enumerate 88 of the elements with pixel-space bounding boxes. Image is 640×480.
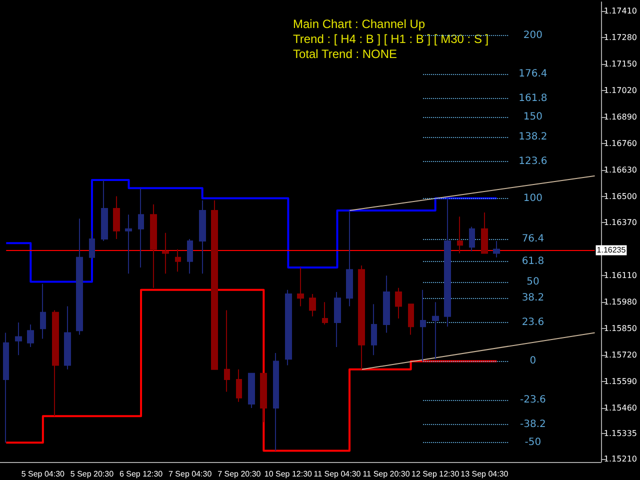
x-tick-label: 11 Sep 20:30 [362,470,410,478]
candlestick [273,352,279,452]
y-tick-label: 1.15850 [604,324,638,334]
candlestick [260,372,267,423]
annotation: Trend : [ H4 : B ] [ H1 : B ] [ M30 : S ] [293,32,489,46]
candlestick [3,332,9,444]
candlestick [150,204,157,288]
annotation: 50 [526,276,540,288]
candlestick [346,210,353,307]
candlestick [297,267,304,307]
annotation: 100 [523,192,542,204]
candlestick [64,306,71,370]
annotation: 150 [523,111,542,122]
candlestick [162,232,169,274]
candlestick [248,372,255,409]
candlestick [408,304,414,336]
candlestick [493,240,500,258]
y-tick-label: 1.17150 [604,59,638,68]
x-tick-label: 10 Sep 12:30 [264,470,313,478]
y-tick-label: 1.17280 [604,32,638,42]
candlestick [469,226,475,252]
candlestick [236,368,242,402]
candlestick [383,275,390,334]
candlestick [322,302,328,326]
annotation: 200 [523,30,542,41]
candlestick [444,198,451,328]
y-tick-label: 1.16630 [604,165,638,174]
x-tick-label: 5 Sep 04:30 [21,470,66,478]
annotation: -38.2 [520,418,546,430]
annotation: -50 [524,437,542,448]
candlestick [334,291,341,348]
annotation: 38.2 [522,292,544,304]
candlestick [211,200,218,370]
annotation: 138.2 [518,132,548,143]
y-tick-label: 1.17020 [604,86,638,95]
candlestick [432,302,439,360]
x-tick-label: 12 Sep 12:30 [412,470,460,478]
candlestick [113,196,120,240]
annotation: 176.4 [518,68,548,80]
candlestick [309,294,316,317]
y-tick-label: 1.16110 [604,271,638,280]
candlestick [199,200,206,274]
annotation: 161.8 [518,93,548,104]
x-tick-label: 13 Sep 04:30 [460,470,509,478]
candlestick [27,324,34,348]
annotation: 0 [530,356,536,367]
x-tick-label: 6 Sep 12:30 [119,470,164,478]
y-tick-label: 1.16500 [604,192,638,201]
candlestick [15,322,22,356]
x-tick-label: 11 Sep 04:30 [314,470,362,478]
y-tick-label: 1.15460 [604,404,638,413]
y-tick-label: 1.15590 [604,377,638,386]
annotation: Main Chart : Channel Up [293,17,426,31]
y-tick-label: 1.15720 [604,350,638,360]
x-tick-label: 5 Sep 20:30 [70,470,114,478]
y-tick-label: 1.15335 [604,428,638,438]
candlestick [138,188,144,268]
candlestick [187,238,193,274]
annotation: 123.6 [518,156,548,168]
candlestick [175,248,181,272]
candlestick [420,289,426,362]
candlestick [395,287,402,319]
candlestick [371,304,377,356]
y-tick-label: 1.16370 [604,218,638,228]
candlestick [40,283,46,340]
y-tick-label: 1.16760 [604,138,638,148]
candlestick [457,216,463,254]
y-tick-label: 1.15210 [604,454,638,464]
x-tick-label: 7 Sep 04:30 [168,470,212,478]
candlestick [481,212,488,254]
ref-line-label: 1.16235 [596,246,626,255]
candlestick [52,310,59,417]
candlestick [89,230,95,260]
y-tick-label: 1.17410 [604,6,638,16]
candlestick [285,289,292,366]
annotation: 76.4 [522,234,544,245]
annotation: 23.6 [522,317,544,328]
y-tick-label: 1.16890 [604,112,638,122]
candlestick [224,310,230,392]
candlestick [101,179,108,242]
annotation: Total Trend : NONE [293,47,398,61]
annotation: -23.6 [520,394,546,406]
candlestick [358,264,365,370]
candlestick [76,218,83,336]
annotation: 61.8 [522,256,544,267]
x-tick-label: 7 Sep 20:30 [218,470,262,478]
candlestick [125,214,132,274]
y-tick-label: 1.15980 [604,298,638,307]
